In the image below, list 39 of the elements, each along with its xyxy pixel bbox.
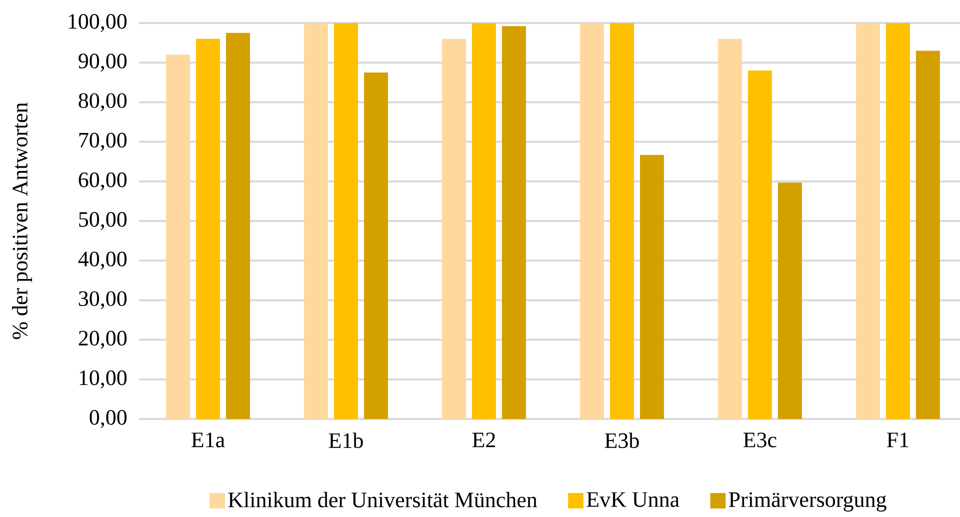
x-tick-label: E1a [192, 432, 225, 448]
bar [610, 22, 634, 419]
y-tick-label: 50,00 [79, 212, 127, 230]
x-tick-label: E1b [328, 432, 363, 448]
bar [196, 38, 220, 419]
y-tick-label: 80,00 [78, 93, 127, 112]
y-tick-label: 0,00 [90, 410, 127, 428]
x-tick-label: E2 [472, 432, 495, 448]
y-axis-title: % der positiven Antworten [12, 102, 32, 340]
x-tick-label: F1 [886, 432, 908, 448]
y-tick-label: 30,00 [78, 291, 127, 310]
y-tick-label: 20,00 [78, 330, 127, 349]
y-tick-label: 70,00 [79, 132, 127, 151]
bar [166, 54, 190, 419]
legend-label: Primärversorgung [728, 492, 886, 512]
bar [580, 22, 604, 419]
bar [748, 70, 772, 419]
bar [442, 38, 466, 419]
x-tick-label: E3b [604, 432, 639, 448]
bar [778, 182, 802, 419]
bar [304, 22, 328, 419]
bar [916, 50, 940, 419]
y-tick-label: 40,00 [78, 252, 127, 270]
y-tick-label: 90,00 [78, 54, 127, 72]
bar [472, 22, 496, 419]
y-tick-label: 100,00 [68, 14, 127, 32]
bar [226, 32, 250, 419]
bar [334, 22, 358, 419]
x-tick-label: E3c [743, 432, 776, 448]
y-tick-label: 10,00 [80, 370, 127, 388]
bar [886, 22, 910, 419]
bar [640, 154, 664, 419]
legend-label: Klinikum der Universität München [228, 492, 538, 508]
bar [718, 38, 742, 419]
y-tick-label: 60,00 [78, 172, 127, 190]
bar [856, 22, 880, 419]
bar [364, 72, 388, 419]
bar [502, 26, 526, 419]
legend-label: EvK Unna [586, 492, 680, 507]
